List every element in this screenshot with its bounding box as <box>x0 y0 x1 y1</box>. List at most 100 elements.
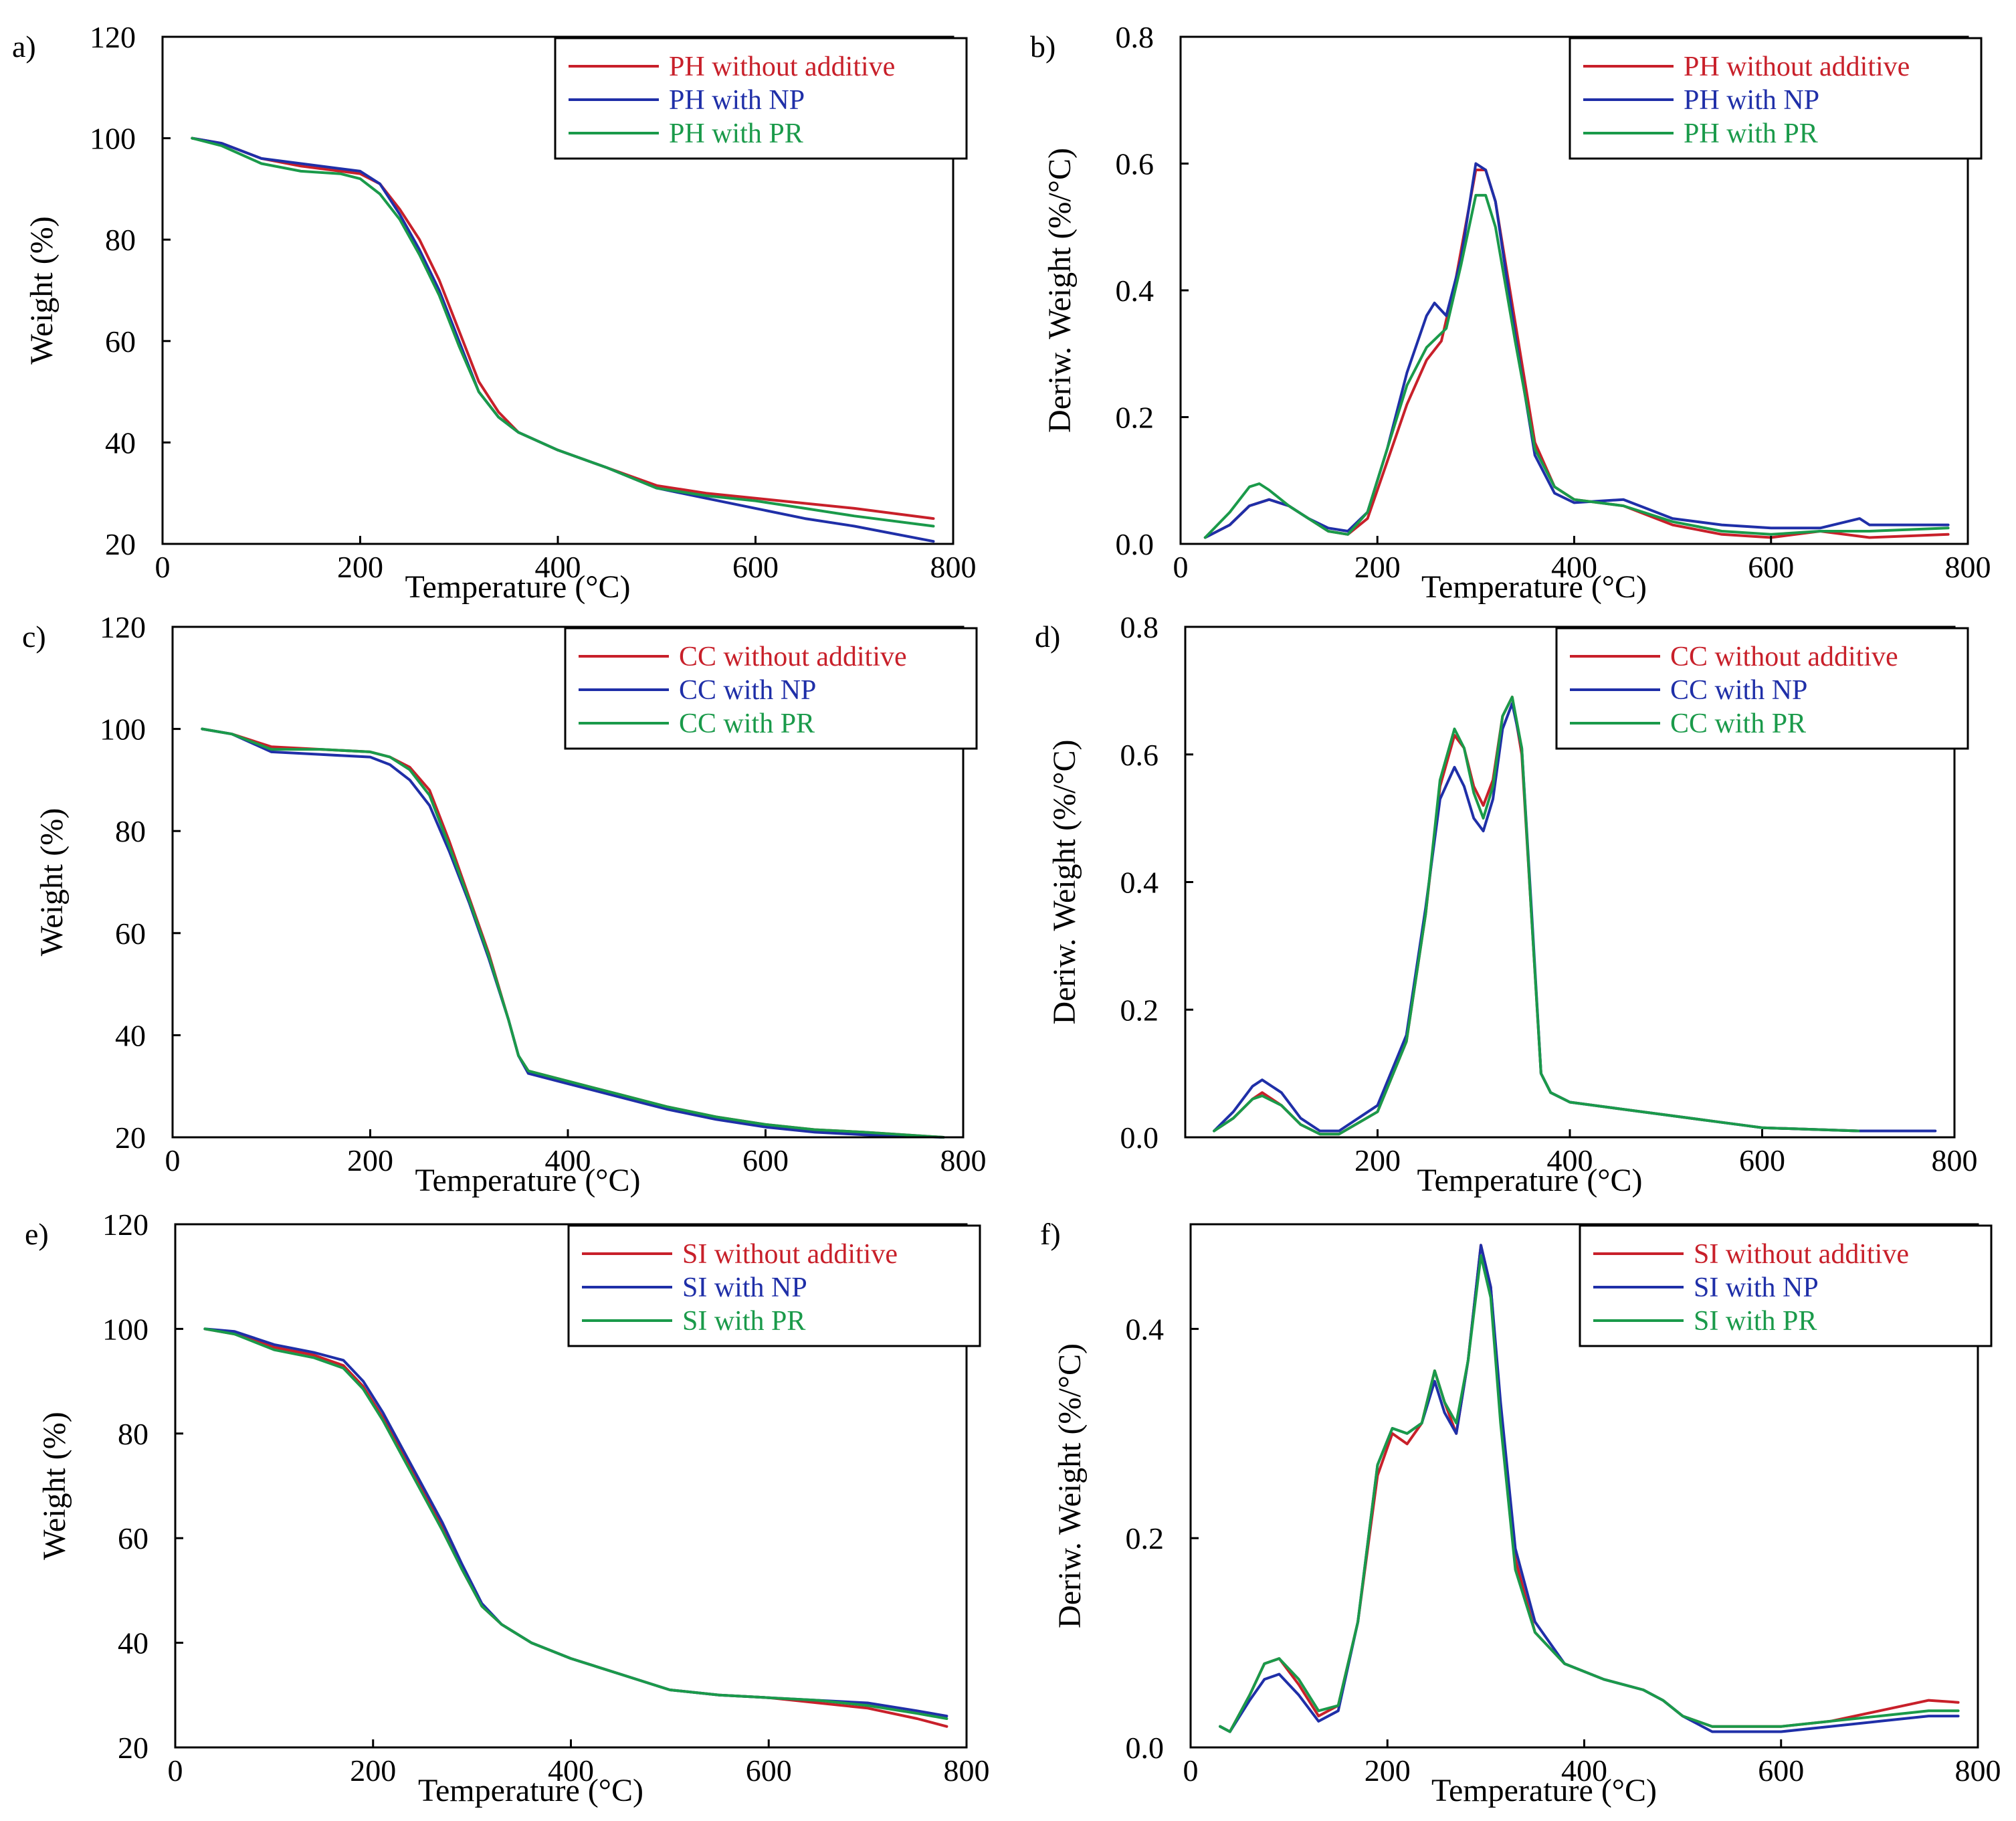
y-tick-label-d-3: 0.6 <box>1120 738 1159 772</box>
y-tick-label-b-2: 0.4 <box>1116 274 1154 308</box>
x-tick-label-a-2: 400 <box>535 550 581 584</box>
y-tick-label-b-1: 0.2 <box>1116 401 1154 435</box>
panel-label-a: a) <box>12 29 36 64</box>
legend-entry-e-0: SI without additive <box>682 1239 898 1270</box>
x-tick-label-e-0: 0 <box>168 1753 183 1788</box>
series-line-b-2 <box>1203 193 1950 539</box>
y-tick-label-d-4: 0.8 <box>1120 610 1159 644</box>
series-line-e-2 <box>203 1327 948 1720</box>
x-tick-label-f-0: 0 <box>1183 1753 1199 1788</box>
x-tick-label-f-1: 200 <box>1365 1753 1411 1788</box>
y-axis-label-d: Deriw. Weight (%/°C) <box>1047 740 1082 1025</box>
y-tick-label-e-3: 80 <box>118 1417 148 1451</box>
x-tick-label-a-1: 200 <box>337 550 383 584</box>
y-tick-label-d-2: 0.4 <box>1120 866 1159 900</box>
y-axis-label-b: Deriw. Weight (%/°C) <box>1042 148 1078 433</box>
chart-panel-f: f) 0 200 400 600 800 0.0 0.2 0.4 Temperature (°C)… <box>1040 1217 2001 1808</box>
y-tick-label-c-2: 60 <box>115 917 146 951</box>
y-tick-label-e-4: 100 <box>102 1312 148 1346</box>
x-tick-label-a-0: 0 <box>155 550 171 584</box>
x-tick-label-c-0: 0 <box>165 1143 181 1177</box>
series-group-f <box>1219 1244 1960 1733</box>
legend-entry-b-2: PH with PR <box>1684 118 1818 149</box>
y-axis-label-f: Deriw. Weight (%/°C) <box>1052 1343 1088 1628</box>
y-tick-label-b-0: 0.0 <box>1116 527 1154 561</box>
x-tick-label-d-1: 200 <box>1354 1143 1401 1177</box>
series-line-c-2 <box>201 727 945 1139</box>
x-tick-label-e-4: 800 <box>944 1753 990 1788</box>
legend-entry-d-1: CC with NP <box>1670 675 1807 706</box>
x-tick-label-f-2: 400 <box>1561 1753 1607 1788</box>
y-tick-label-a-1: 40 <box>105 425 136 460</box>
legend-entry-b-1: PH with NP <box>1684 85 1819 116</box>
series-line-d-2 <box>1213 695 1860 1136</box>
x-tick-label-e-3: 600 <box>746 1753 792 1788</box>
chart-panel-a: a) 0 200 400 600 800 20 40 60 80 100 120 Temperature… <box>12 20 977 605</box>
chart-panel-b: b) 0 200 400 600 800 0.0 0.2 0.4 0.6 0.8 Temperatur… <box>1030 20 1991 605</box>
series-group-c <box>201 727 945 1139</box>
series-group-b <box>1203 162 1950 539</box>
x-tick-label-b-2: 400 <box>1551 550 1597 584</box>
x-axis-label-f: Temperature (°C) <box>1431 1773 1657 1808</box>
x-axis-label-a: Temperature (°C) <box>405 569 630 605</box>
x-tick-label-a-4: 800 <box>930 550 977 584</box>
y-tick-label-c-0: 20 <box>115 1121 146 1155</box>
panel-label-e: e) <box>25 1217 49 1251</box>
chart-panel-c: c) 0 200 400 600 800 20 40 60 80 100 120 Temperature… <box>22 610 987 1198</box>
legend-entry-e-1: SI with NP <box>682 1272 807 1303</box>
panel-label-d: d) <box>1035 619 1060 654</box>
x-tick-label-e-1: 200 <box>350 1753 396 1788</box>
series-group-e <box>203 1327 948 1728</box>
y-tick-label-a-2: 60 <box>105 324 136 359</box>
y-tick-label-c-5: 120 <box>100 610 146 644</box>
x-tick-label-b-3: 600 <box>1748 550 1794 584</box>
y-axis-label-e: Weight (%) <box>37 1412 72 1559</box>
x-tick-label-c-1: 200 <box>347 1143 393 1177</box>
legend-entry-c-1: CC with NP <box>679 675 816 706</box>
legend-entry-c-0: CC without additive <box>679 642 907 672</box>
y-tick-label-f-1: 0.2 <box>1126 1521 1165 1555</box>
x-tick-label-c-2: 400 <box>545 1143 591 1177</box>
series-group-d <box>1213 695 1937 1136</box>
y-tick-label-d-0: 0.0 <box>1120 1121 1159 1155</box>
legend-entry-d-2: CC with PR <box>1670 708 1806 739</box>
x-tick-label-e-2: 400 <box>548 1753 594 1788</box>
y-axis-label-c: Weight (%) <box>34 808 70 956</box>
y-tick-label-b-4: 0.8 <box>1116 20 1154 54</box>
x-tick-label-b-1: 200 <box>1354 550 1401 584</box>
y-tick-label-d-1: 0.2 <box>1120 993 1159 1027</box>
x-tick-label-b-4: 800 <box>1945 550 1991 584</box>
x-tick-label-d-3: 600 <box>1739 1143 1785 1177</box>
y-tick-label-b-3: 0.6 <box>1116 147 1154 181</box>
legend-entry-f-0: SI without additive <box>1694 1239 1909 1270</box>
y-tick-label-e-5: 120 <box>102 1208 148 1242</box>
x-tick-label-f-4: 800 <box>1955 1753 2001 1788</box>
y-tick-label-e-0: 20 <box>118 1731 148 1765</box>
legend-entry-d-0: CC without additive <box>1670 642 1898 672</box>
y-tick-label-a-3: 80 <box>105 223 136 257</box>
y-tick-label-f-0: 0.0 <box>1126 1731 1165 1765</box>
legend-entry-b-0: PH without additive <box>1684 52 1910 82</box>
panel-label-b: b) <box>1030 29 1055 64</box>
x-axis-label-d: Temperature (°C) <box>1417 1163 1642 1198</box>
x-axis-label-c: Temperature (°C) <box>415 1163 640 1198</box>
legend-entry-c-2: CC with PR <box>679 708 815 739</box>
y-tick-label-c-4: 100 <box>100 712 146 747</box>
y-tick-label-f-2: 0.4 <box>1126 1312 1165 1346</box>
chart-panel-d: d) 200 400 600 800 0.0 0.2 0.4 0.6 0.8 Temperature… <box>1035 610 1978 1198</box>
x-axis-label-e: Temperature (°C) <box>418 1773 643 1808</box>
series-line-a-0 <box>191 136 935 520</box>
series-line-f-2 <box>1219 1254 1960 1733</box>
legend-entry-a-0: PH without additive <box>669 52 895 82</box>
series-group-a <box>191 136 935 543</box>
x-tick-label-d-2: 400 <box>1547 1143 1593 1177</box>
chart-panel-e: e) 0 200 400 600 800 20 40 60 80 100 120 Temperature… <box>25 1208 990 1808</box>
panel-label-c: c) <box>22 619 46 654</box>
y-tick-label-a-4: 100 <box>90 122 136 156</box>
